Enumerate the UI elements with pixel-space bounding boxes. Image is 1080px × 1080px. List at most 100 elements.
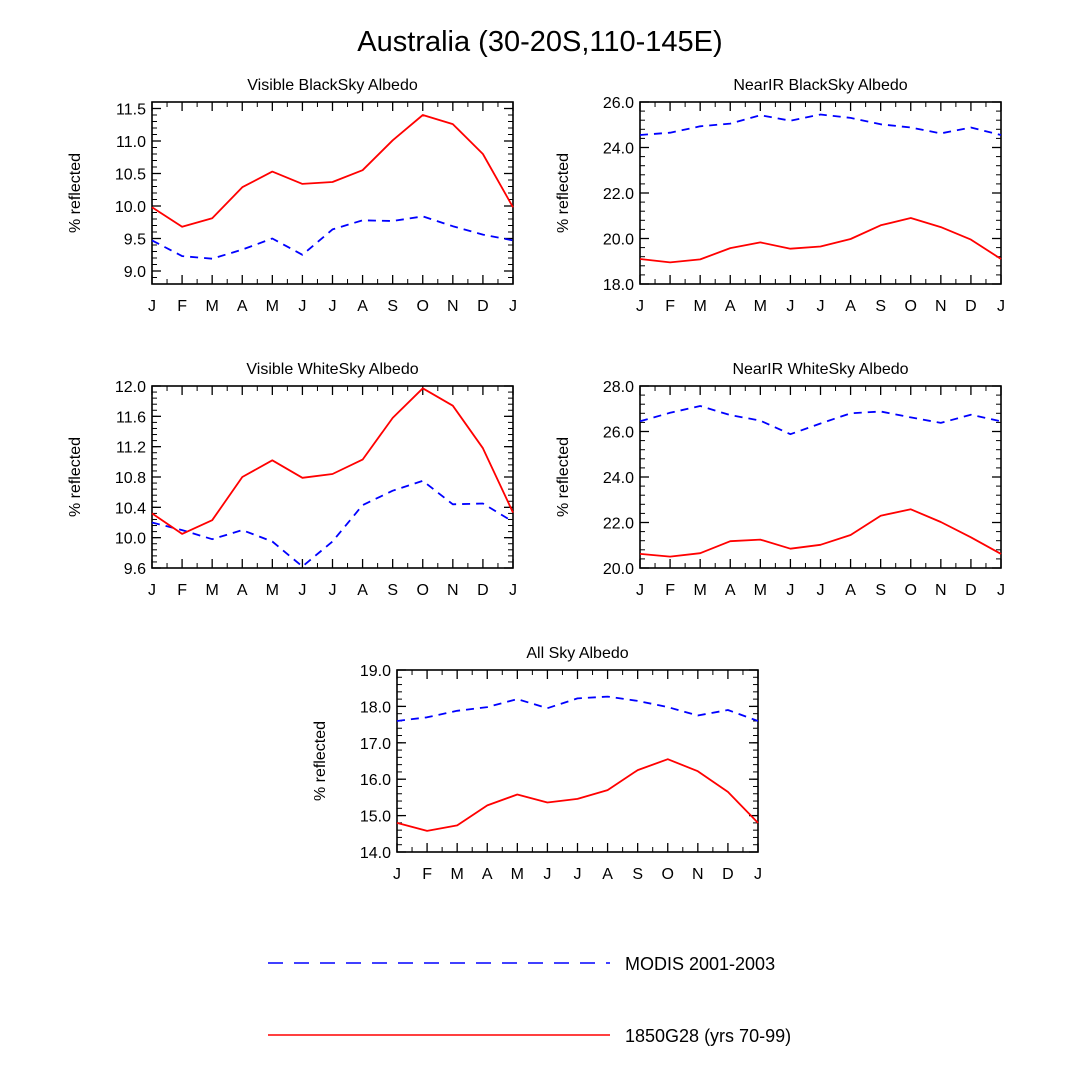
x-tick-label: J [817,298,825,315]
y-axis-label: % reflected [555,153,572,233]
y-axis-label: % reflected [312,721,329,801]
x-tick-label: J [817,582,825,599]
x-tick-label: O [662,866,674,883]
x-tick-label: F [665,582,675,599]
y-axis-label: % reflected [67,437,84,517]
x-tick-label: J [298,298,306,315]
y-tick-label: 17.0 [360,736,391,753]
x-tick-label: A [845,582,856,599]
x-tick-label: J [636,582,644,599]
x-tick-label: A [602,866,613,883]
x-tick-label: N [447,298,459,315]
x-tick-label: O [905,298,917,315]
plot-frame [396,669,759,853]
y-tick-label: 24.0 [603,470,634,487]
y-tick-label: 22.0 [603,186,634,203]
series-line-model [151,387,514,535]
x-tick-label: J [543,866,551,883]
x-tick-label: J [636,298,644,315]
y-tick-label: 16.0 [360,772,391,789]
x-tick-label: J [393,866,401,883]
x-tick-label: N [935,582,947,599]
x-tick-label: S [387,582,398,599]
series-line-modis [151,479,514,568]
x-tick-label: J [786,582,794,599]
x-tick-label: J [997,298,1005,315]
x-tick-label: J [574,866,582,883]
x-tick-label: M [206,582,219,599]
x-tick-label: D [965,298,977,315]
x-tick-label: M [266,298,279,315]
x-tick-label: S [875,298,886,315]
x-tick-label: M [266,582,279,599]
y-tick-label: 9.6 [124,561,146,578]
series-line-model [639,217,1002,264]
y-tick-label: 10.0 [115,531,146,548]
y-tick-label: 24.0 [603,141,634,158]
panel-title: All Sky Albedo [526,645,628,662]
y-tick-label: 20.0 [603,561,634,578]
x-tick-label: D [477,298,489,315]
x-tick-label: J [786,298,794,315]
x-tick-label: O [417,582,429,599]
x-tick-label: J [509,582,517,599]
x-tick-label: A [725,582,736,599]
x-tick-label: J [298,582,306,599]
series-line-modis [396,695,759,722]
y-tick-label: 14.0 [360,845,391,862]
y-tick-label: 28.0 [603,379,634,396]
y-tick-label: 26.0 [603,95,634,112]
x-tick-label: F [422,866,432,883]
x-tick-label: S [875,582,886,599]
legend-model-label: 1850G28 (yrs 70-99) [625,1026,791,1046]
x-tick-label: F [177,298,187,315]
y-tick-label: 15.0 [360,809,391,826]
y-tick-label: 10.4 [115,500,146,517]
y-tick-label: 10.8 [115,470,146,487]
x-tick-label: D [722,866,734,883]
series-line-model [639,508,1002,558]
x-tick-label: A [357,582,368,599]
x-tick-label: J [329,582,337,599]
x-tick-label: J [148,582,156,599]
x-tick-label: M [511,866,524,883]
x-tick-label: F [177,582,187,599]
figure-title: Australia (30-20S,110-145E) [357,26,722,58]
series-line-model [396,758,759,832]
y-tick-label: 20.0 [603,232,634,249]
plot-frame [639,101,1002,285]
y-tick-label: 11.6 [116,409,146,426]
y-tick-label: 18.0 [603,277,634,294]
series-line-modis [639,405,1002,436]
panel-title: Visible BlackSky Albedo [247,77,418,94]
y-tick-label: 9.0 [124,264,146,281]
y-axis-label: % reflected [555,437,572,517]
x-tick-label: O [417,298,429,315]
x-tick-label: J [329,298,337,315]
series-line-modis [639,113,1002,136]
panel-title: NearIR BlackSky Albedo [733,77,907,94]
y-tick-label: 9.5 [124,232,146,249]
panel-title: Visible WhiteSky Albedo [246,361,418,378]
y-tick-label: 19.0 [360,663,391,680]
plot-frame [639,385,1002,569]
y-tick-label: 26.0 [603,425,634,442]
x-tick-label: S [632,866,643,883]
panel-title: NearIR WhiteSky Albedo [732,361,908,378]
series-line-modis [151,215,514,260]
x-tick-label: O [905,582,917,599]
x-tick-label: D [477,582,489,599]
x-tick-label: M [754,298,767,315]
x-tick-label: S [387,298,398,315]
x-tick-label: A [237,298,248,315]
x-tick-label: N [692,866,704,883]
x-tick-label: J [997,582,1005,599]
y-tick-label: 11.0 [116,134,146,151]
x-tick-label: D [965,582,977,599]
x-tick-label: M [206,298,219,315]
chart-panels: Visible BlackSky Albedo J F M A M J J A S O N D J 9.0 9… [67,77,1005,883]
x-tick-label: A [357,298,368,315]
